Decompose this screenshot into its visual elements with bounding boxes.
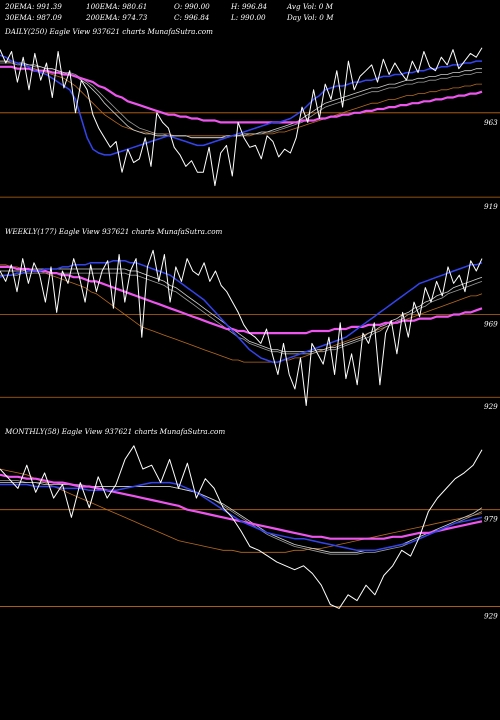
header-stat-avg-vol: Avg Vol: 0 M [287,2,333,11]
level-label-929: 929 [484,611,498,620]
panel-title-monthly: MONTHLY(58) Eagle View 937621 charts Mun… [5,427,226,436]
monthly-panel: 979 929 [0,445,500,620]
level-label-929: 929 [484,402,498,411]
header-stat-open: O: 990.00 [174,2,210,11]
header-stat-low: L: 990.00 [231,13,266,22]
series-line-ema-long [0,468,483,553]
series-line-ema-slow [0,65,483,124]
series-line-ema-mid-a [0,268,483,353]
header-stat-high: H: 996.84 [231,2,268,11]
daily-panel: 963 919 [0,47,500,211]
level-label-979: 979 [484,515,498,524]
series-line-ema-mid-b [0,272,483,355]
header-stat-100ema: 100EMA: 980.61 [86,2,148,11]
header-stat-20ema: 20EMA: 991.39 [5,2,62,11]
header-stat-day-vol: Day Vol: 0 M [287,13,334,22]
level-label-963: 963 [484,118,498,127]
series-line-price [0,47,483,187]
header-stat-30ema: 30EMA: 987.09 [5,13,62,22]
series-line-ema-slow [0,265,483,335]
series-line-price [0,445,483,609]
panel-title-daily: DAILY(250) Eagle View 937621 charts Muna… [5,27,213,36]
level-label-919: 919 [484,202,498,211]
header-stat-close: C: 996.84 [174,13,210,22]
series-line-ema-fast [0,481,483,552]
weekly-panel: 969 929 [0,249,500,411]
level-label-969: 969 [484,319,498,328]
header-stat-200ema: 200EMA: 974.73 [86,13,148,22]
series-line-ema-long [0,264,483,363]
panel-title-weekly: WEEKLY(177) Eagle View 937621 charts Mun… [5,227,223,236]
series-line-ema-mid-a [0,60,482,139]
series-line-price [0,249,483,406]
series-line-ema-fast [0,259,483,363]
